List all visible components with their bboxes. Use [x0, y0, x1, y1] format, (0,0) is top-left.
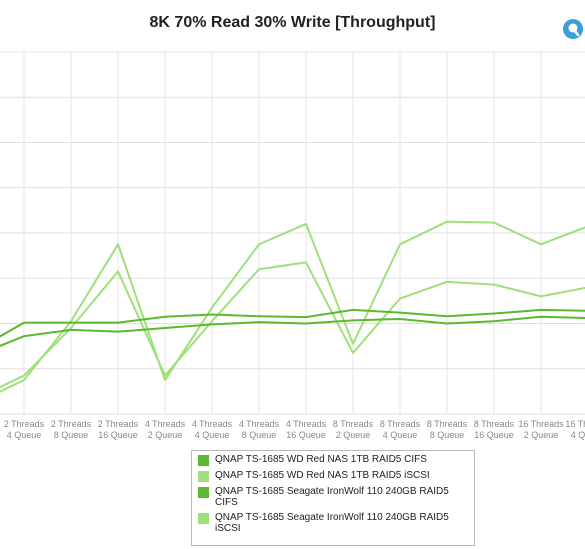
- legend-label: QNAP TS-1685 WD Red NAS 1TB RAID5 CIFS: [215, 454, 427, 465]
- legend-item[interactable]: QNAP TS-1685 Seagate IronWolf 110 240GB …: [196, 512, 470, 534]
- x-tick-label: 8 Threads 4 Queue: [380, 419, 421, 440]
- x-tick-label: 8 Threads 8 Queue: [427, 419, 468, 440]
- x-tick-label: 4 Threads 8 Queue: [239, 419, 280, 440]
- x-tick-label: 2 Threads 8 Queue: [51, 419, 92, 440]
- series-line: [0, 261, 585, 389]
- legend-label: QNAP TS-1685 WD Red NAS 1TB RAID5 iSCSI: [215, 470, 430, 481]
- logo-icon: [563, 19, 583, 39]
- chart-legend: QNAP TS-1685 WD Red NAS 1TB RAID5 CIFS Q…: [191, 450, 475, 546]
- legend-item[interactable]: QNAP TS-1685 Seagate IronWolf 110 240GB …: [196, 486, 470, 508]
- legend-swatch: [198, 471, 209, 482]
- x-tick-label: 4 Threads 2 Queue: [145, 419, 186, 440]
- x-tick-label: 8 Threads 16 Queue: [474, 419, 515, 440]
- series-line: [0, 308, 585, 338]
- legend-item[interactable]: QNAP TS-1685 WD Red NAS 1TB RAID5 iSCSI: [196, 470, 470, 482]
- legend-swatch: [198, 487, 209, 498]
- legend-item[interactable]: QNAP TS-1685 WD Red NAS 1TB RAID5 CIFS: [196, 454, 470, 466]
- legend-label: QNAP TS-1685 Seagate IronWolf 110 240GB …: [215, 486, 449, 508]
- x-tick-label: 4 Threads 16 Queue: [286, 419, 327, 440]
- legend-label: QNAP TS-1685 Seagate IronWolf 110 240GB …: [215, 512, 449, 534]
- series-line: [0, 220, 585, 393]
- x-tick-label: 2 Threads 4 Queue: [4, 419, 45, 440]
- x-tick-label: 16 Threads 2 Queue: [518, 419, 564, 440]
- legend-swatch: [198, 455, 209, 466]
- legend-swatch: [198, 513, 209, 524]
- x-tick-label: 8 Threads 2 Queue: [333, 419, 374, 440]
- x-tick-label: 2 Threads 16 Queue: [98, 419, 139, 440]
- x-tick-label: 4 Threads 4 Queue: [192, 419, 233, 440]
- chart-title: 8K 70% Read 30% Write [Throughput]: [149, 14, 436, 31]
- series-line: [0, 315, 585, 347]
